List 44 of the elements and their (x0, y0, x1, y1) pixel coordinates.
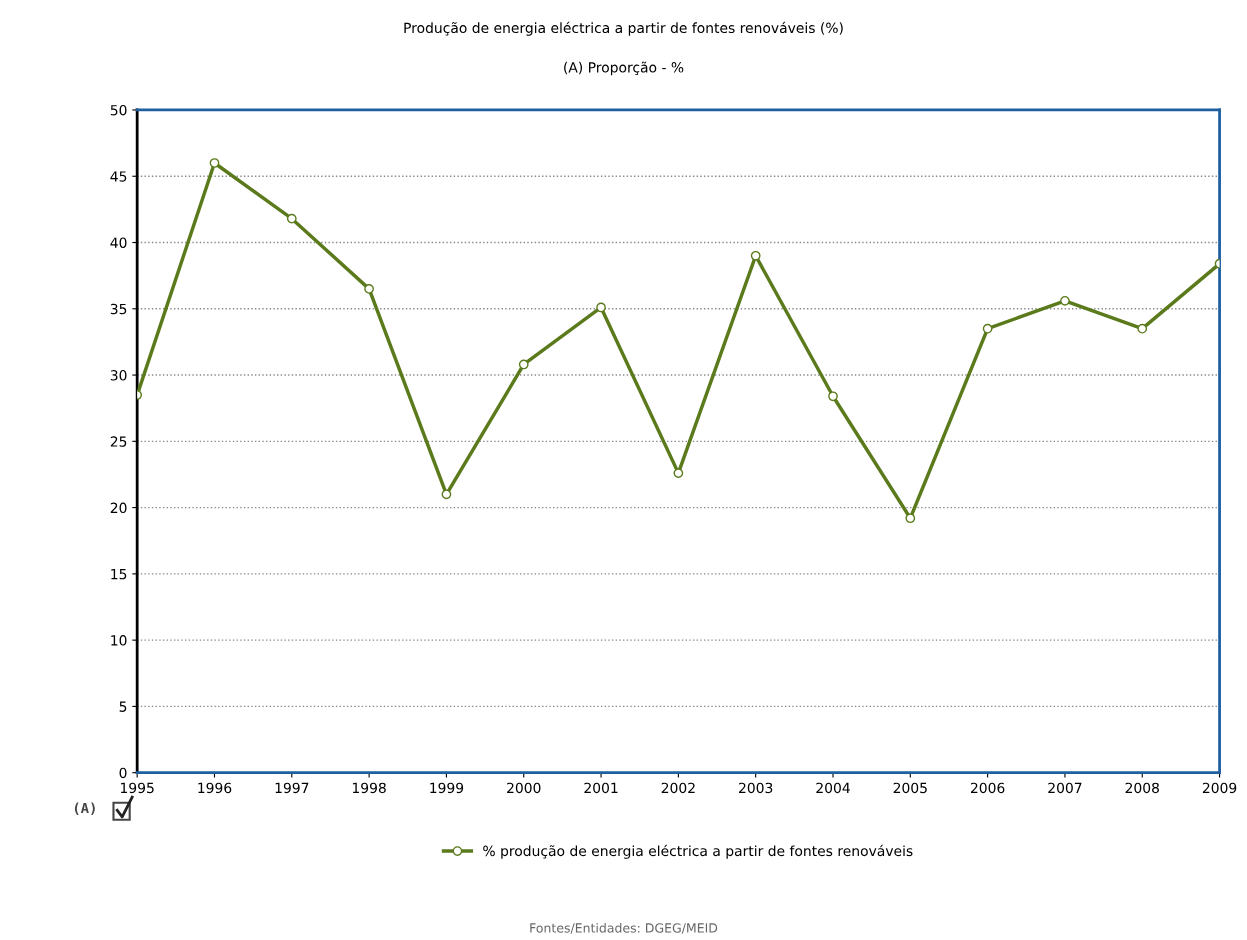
x-tick-label: 2004 (816, 782, 850, 794)
x-tick-label: 2007 (1048, 782, 1082, 794)
point (286, 213, 297, 224)
y-tick-label: 45 (110, 171, 127, 182)
x-tick-label: 2005 (893, 782, 927, 794)
x-tick-label: 2001 (584, 782, 618, 794)
x-tick-label: 2002 (661, 782, 695, 794)
y-tick-label: 0 (119, 767, 127, 779)
point (905, 513, 916, 524)
y-tick-label: 15 (111, 569, 127, 580)
y-tick-label: 25 (110, 436, 127, 447)
x-tick-label: 2008 (1125, 782, 1159, 794)
text: (A) (74, 802, 95, 815)
x-tick-label: 2006 (970, 782, 1005, 794)
point (518, 359, 529, 370)
x-tick-label: 1997 (275, 782, 309, 794)
x-tick-label: 1995 (121, 782, 154, 794)
x-tick-label: 1999 (430, 782, 464, 794)
x-tick-label: 2009 (1202, 782, 1237, 794)
y-tick-label: 5 (119, 701, 127, 712)
chart-subtitle: (A) Proporção - % (564, 61, 684, 76)
point (982, 323, 993, 334)
x-tick-label: 1998 (352, 782, 386, 794)
point (209, 158, 220, 168)
point (596, 302, 606, 313)
point (1137, 323, 1148, 334)
x-tick-label: 2000 (507, 782, 541, 794)
point (364, 284, 374, 294)
y-tick-label: 30 (110, 370, 127, 381)
point (1060, 295, 1070, 306)
y-tick-label: 40 (110, 237, 127, 248)
point (673, 468, 684, 479)
x-tick-label: 2003 (739, 782, 773, 794)
legend-label: % produção de energia eléctrica a partir de fontes renováveis (483, 844, 913, 859)
point (441, 489, 452, 500)
chart-title: Produção de energia eléctrica a partir de fontes renováveis (%) (404, 21, 843, 36)
text: Fontes/Entidades: DGEG/MEID (530, 922, 718, 934)
point (828, 391, 838, 402)
point (750, 250, 761, 261)
y-tick-label: 50 (110, 104, 127, 116)
y-tick-label: 20 (110, 502, 127, 514)
x-tick-label: 1996 (198, 782, 232, 794)
y-tick-label: 10 (111, 635, 127, 646)
y-tick-label: 35 (110, 303, 127, 315)
